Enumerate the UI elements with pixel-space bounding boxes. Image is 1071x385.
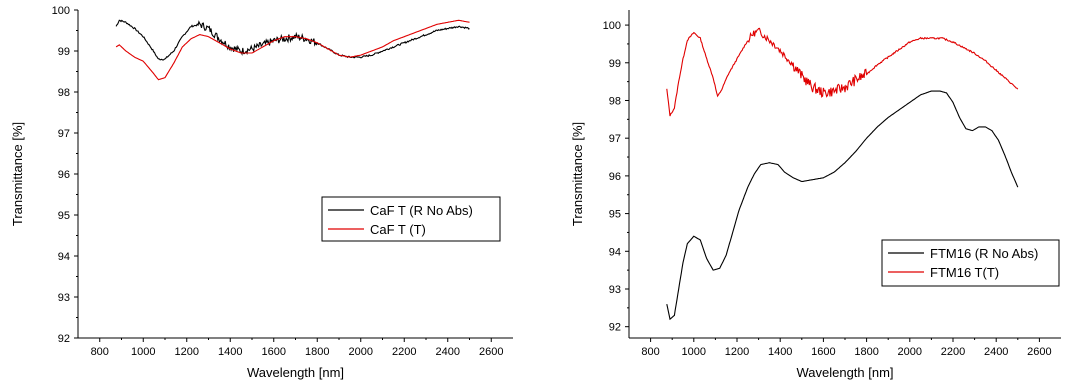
chart-left: 800 1000 1200 1400 1600 1800 2000 2200 2400 2600 9… xyxy=(0,0,530,385)
right-legend-label-2: FTM16 T(T) xyxy=(930,265,999,280)
right-x-tick-label: 1800 xyxy=(854,346,878,358)
right-x-tick-label: 2600 xyxy=(1027,346,1051,358)
right-x-tick-label: 1400 xyxy=(768,346,792,358)
right-x-tick-label: 2200 xyxy=(941,346,965,358)
right-x-tick-label: 1200 xyxy=(725,346,749,358)
left-x-tick-label: 2000 xyxy=(349,346,373,358)
left-x-tick-label: 1600 xyxy=(262,346,286,358)
right-x-tick-label: 2400 xyxy=(984,346,1008,358)
right-y-tick-label: 100 xyxy=(603,20,621,32)
right-y-axis-label: Transmittance [%] xyxy=(570,122,585,226)
right-x-tick-label: 1000 xyxy=(682,346,706,358)
left-series-line-2 xyxy=(115,19,470,81)
right-x-tick-label: 800 xyxy=(641,346,659,358)
right-series-line-1 xyxy=(666,90,1019,321)
left-x-tick-label: 1000 xyxy=(131,346,155,358)
right-series-line-2 xyxy=(666,27,1019,117)
right-y-tick-label: 98 xyxy=(609,95,621,107)
right-legend-box xyxy=(881,239,1060,287)
right-y-tick-label: 99 xyxy=(609,58,621,70)
left-y-tick-label: 95 xyxy=(58,210,70,222)
left-legend-label-1: CaF T (R No Abs) xyxy=(370,203,473,218)
right-x-axis-label: Wavelength [nm] xyxy=(796,365,893,380)
left-y-axis-label: Transmittance [%] xyxy=(10,122,25,226)
left-x-tick-label: 2200 xyxy=(392,346,416,358)
right-y-tick-label: 93 xyxy=(609,284,621,296)
right-legend-label-1: FTM16 (R No Abs) xyxy=(930,246,1038,261)
right-y-tick-label: 96 xyxy=(609,171,621,183)
left-y-tick-label: 100 xyxy=(52,5,70,17)
right-y-tick-label: 97 xyxy=(609,133,621,145)
left-x-tick-label: 1200 xyxy=(175,346,199,358)
left-y-tick-label: 94 xyxy=(58,251,70,263)
left-legend-label-2: CaF T (T) xyxy=(370,222,426,237)
left-y-tick-label: 93 xyxy=(58,292,70,304)
left-x-tick-label: 2600 xyxy=(479,346,503,358)
right-y-tick-label: 95 xyxy=(609,209,621,221)
left-y-tick-label: 98 xyxy=(58,87,70,99)
left-series-line-1 xyxy=(115,19,470,61)
left-y-tick-label: 99 xyxy=(58,46,70,58)
left-x-axis-label: Wavelength [nm] xyxy=(247,365,344,380)
right-y-tick-label: 92 xyxy=(609,322,621,334)
left-y-tick-label: 97 xyxy=(58,128,70,140)
left-y-tick-label: 92 xyxy=(58,333,70,345)
left-x-tick-label: 1400 xyxy=(218,346,242,358)
chart-left-svg: 800 1000 1200 1400 1600 1800 2000 2200 2400 2600 9… xyxy=(10,5,513,380)
right-x-tick-label: 2000 xyxy=(898,346,922,358)
right-x-tick-label: 1600 xyxy=(811,346,835,358)
left-x-tick-label: 1800 xyxy=(305,346,329,358)
right-y-tick-label: 94 xyxy=(609,246,621,258)
left-x-tick-label: 800 xyxy=(91,346,109,358)
left-y-tick-label: 96 xyxy=(58,169,70,181)
left-x-tick-label: 2400 xyxy=(436,346,460,358)
left-legend-box xyxy=(321,196,501,242)
chart-right: 800 1000 1200 1400 1600 1800 2000 2200 2400 2600 9… xyxy=(560,0,1071,385)
chart-right-svg: 800 1000 1200 1400 1600 1800 2000 2200 2400 2600 9… xyxy=(570,10,1061,380)
